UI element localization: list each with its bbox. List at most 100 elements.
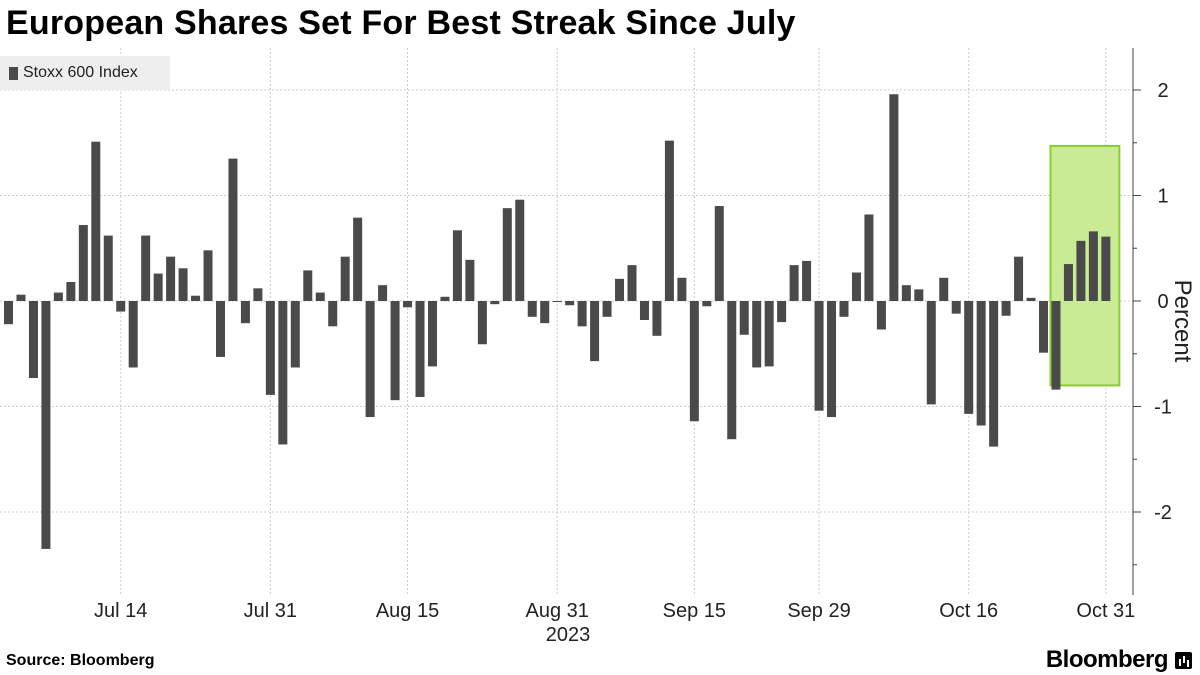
bar (814, 301, 824, 411)
bar (91, 141, 101, 301)
bar (378, 285, 388, 301)
bar (839, 301, 849, 317)
x-tick-label: Aug 31 (525, 600, 588, 622)
bar (540, 301, 550, 324)
bar (365, 301, 375, 418)
bar (951, 301, 961, 314)
bar (989, 301, 999, 447)
bar (1101, 236, 1111, 301)
bar (527, 301, 537, 317)
y-tick-label: 1 (1157, 186, 1168, 208)
bar (440, 296, 450, 301)
bar (41, 301, 51, 549)
bar (1039, 301, 1049, 353)
x-year-label: 2023 (546, 624, 591, 646)
bar (4, 301, 13, 325)
bar (1088, 231, 1098, 301)
legend: Stoxx 600 Index (0, 56, 170, 90)
bar (777, 301, 787, 323)
bar (427, 301, 437, 367)
bar (153, 273, 163, 301)
bar (16, 294, 26, 301)
bar (739, 301, 749, 335)
bar (976, 301, 986, 426)
bar (415, 301, 425, 398)
x-tick-label: Jul 31 (244, 600, 297, 622)
y-tick-label: -1 (1154, 397, 1172, 419)
bar (714, 206, 724, 301)
bar (53, 292, 63, 301)
bar (914, 289, 924, 301)
bar (964, 301, 974, 414)
bar (552, 301, 562, 303)
bar (253, 288, 263, 301)
bar (1001, 301, 1011, 316)
gridlines (0, 48, 1133, 595)
bar (827, 301, 837, 418)
bar (166, 256, 176, 301)
bar (802, 260, 812, 301)
bar (851, 272, 861, 301)
bar (228, 158, 238, 301)
bar (1063, 264, 1073, 301)
x-axis: Jul 14 Jul 31 Aug 15 Aug 31 Sep 15 Sep 29 Oct … (94, 600, 1135, 646)
bar (315, 292, 325, 301)
y-tick-label: -2 (1154, 502, 1172, 524)
bar (876, 301, 886, 330)
bar (328, 301, 338, 327)
x-tick-label: Oct 31 (1076, 600, 1135, 622)
bar (191, 295, 201, 301)
bar (627, 265, 637, 301)
bar (340, 256, 350, 301)
bar (490, 301, 500, 305)
bar (240, 301, 250, 324)
source-note: Source: Bloomberg (6, 652, 155, 669)
x-tick-label: Jul 14 (94, 600, 147, 622)
bar (764, 301, 774, 367)
brand-name: Bloomberg (1045, 646, 1169, 673)
bar (278, 301, 288, 445)
bar (390, 301, 400, 401)
bar (303, 270, 313, 301)
bar (1051, 301, 1061, 390)
bar (689, 301, 699, 422)
bar (727, 301, 737, 440)
bar (590, 301, 600, 362)
bar (864, 214, 874, 301)
bar (602, 301, 612, 317)
bar (452, 230, 462, 301)
bar (78, 225, 88, 301)
bar (502, 208, 512, 301)
bar (939, 277, 949, 301)
bar (577, 301, 587, 327)
bar (901, 285, 911, 301)
y-axis-label: Percent (1169, 280, 1196, 363)
bar (615, 278, 625, 301)
bar (28, 301, 38, 379)
bloomberg-terminal-icon (1175, 651, 1192, 669)
bar (889, 94, 899, 301)
bar (1076, 240, 1086, 301)
bar (103, 235, 113, 301)
x-tick-label: Sep 29 (787, 600, 850, 622)
bar (116, 301, 126, 312)
bar (1026, 297, 1036, 301)
bar (752, 301, 762, 368)
y-axis: -2 -1 0 1 2 Percent (1132, 48, 1196, 595)
bar (465, 259, 475, 301)
y-tick-label: 0 (1157, 291, 1168, 313)
bar (1014, 256, 1024, 301)
bar (178, 268, 188, 301)
bar (141, 235, 151, 301)
bar (477, 301, 487, 345)
bar (926, 301, 936, 405)
bar (66, 282, 76, 301)
bar (789, 265, 799, 301)
bar (203, 250, 213, 301)
bar (652, 301, 662, 336)
legend-label: Stoxx 600 Index (23, 64, 138, 81)
bar (128, 301, 138, 368)
y-tick-label: 2 (1157, 80, 1168, 102)
x-tick-label: Oct 16 (939, 600, 998, 622)
bars (4, 94, 1111, 549)
